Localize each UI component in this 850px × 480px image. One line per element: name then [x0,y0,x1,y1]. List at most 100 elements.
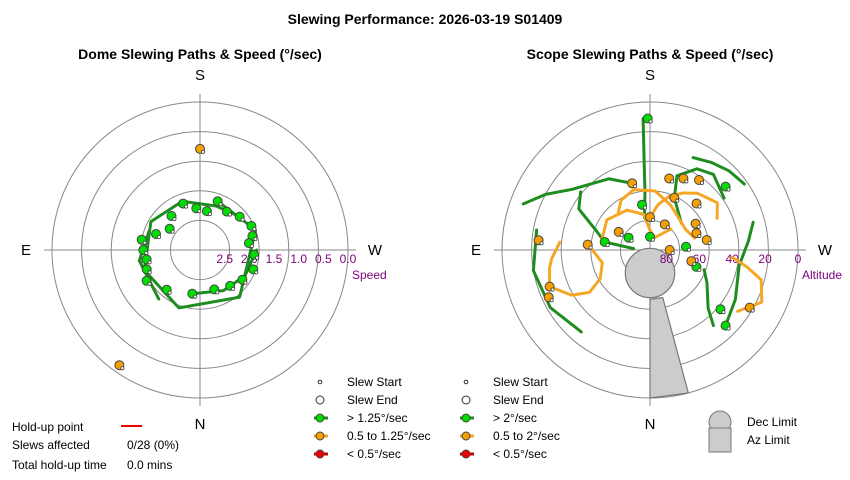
scope-slew-start-marker [727,188,730,191]
slews-affected-label: Slews affected [12,438,90,452]
dome-slew-start-marker [241,218,244,221]
dome-radial-tick-label: 2.5 [216,252,233,266]
scope-slew-start-marker [722,311,725,314]
scope-legend-slow-marker [462,450,470,458]
scope-slew-start-marker [651,219,654,222]
dome-slew-start-marker [121,367,124,370]
scope-slew-start-marker [540,242,543,245]
scope-slew-start-marker [651,238,654,241]
scope-slew-path [550,242,560,287]
scope-label-west: W [818,242,833,259]
scope-slew-start-marker [697,225,700,228]
figure-title: Slewing Performance: 2026-03-19 S01409 [288,11,563,27]
scope-radial-tick-label: 20 [758,252,772,266]
dome-legend: Slew Start Slew End > 1.25°/sec 0.5 to 1.25… [314,375,431,461]
dome-legend-medium-marker [316,432,324,440]
dome-radial-axis-label: Speed [352,268,387,282]
scope-radial-axis-label: Altitude [802,268,842,282]
dome-legend-slow-marker [316,450,324,458]
total-hold-up-value: 0.0 mins [127,458,172,472]
scope-legend-fast-marker [462,414,470,422]
dome-legend-start-symbol [318,380,322,384]
hold-up-summary: Hold-up point Slews affected 0/28 (0%) T… [12,420,179,472]
dome-slew-start-marker [228,213,231,216]
scope-legend-label: Slew End [493,393,544,407]
slews-affected-value: 0/28 (0%) [127,438,179,452]
dome-slew-start-marker [168,291,171,294]
dome-label-south: S [195,67,205,84]
dome-radial-tick-label: 0.5 [315,252,332,266]
hold-up-point-label: Hold-up point [12,420,84,434]
scope-chart-title: Scope Slewing Paths & Speed (°/sec) [527,46,774,62]
az-limit-region [650,298,688,398]
dome-slew-start-marker [173,217,176,220]
dome-polar-chart: Dome Slewing Paths & Speed (°/sec) S N E… [21,46,387,433]
dome-slew-start-marker [148,271,151,274]
dome-slew-start-marker [254,237,257,240]
dome-radial-tick-label: 0.0 [340,252,357,266]
dome-slew-start-marker [198,210,201,213]
scope-legend-end-symbol [462,396,470,404]
dome-legend-fast-marker [316,414,324,422]
dome-slew-start-marker [201,150,204,153]
dome-slew-start-marker [148,261,151,264]
scope-slew-start-marker [630,239,633,242]
scope-slew-start-marker [643,206,646,209]
scope-slew-path [523,179,632,204]
dome-legend-end-symbol [316,396,324,404]
dome-legend-label: Slew Start [347,375,402,389]
dome-radial-tick-label: 1.5 [266,252,283,266]
dome-label-east: E [21,242,31,259]
scope-slew-start-marker [589,246,592,249]
scope-legend-label: Az Limit [747,433,790,447]
dome-slew-start-marker [250,245,253,248]
scope-legend-label: Slew Start [493,375,548,389]
dome-legend-label: > 1.25°/sec [347,411,408,425]
scope-slew-start-marker [620,233,623,236]
scope-slew-start-marker [671,180,674,183]
dome-label-north: N [195,416,206,433]
scope-legend-label: < 0.5°/sec [493,447,547,461]
dome-chart-title: Dome Slewing Paths & Speed (°/sec) [78,46,322,62]
scope-legend-az-limit-symbol [709,428,731,452]
scope-slew-start-marker [606,243,609,246]
dome-legend-label: < 0.5°/sec [347,447,401,461]
dome-radial-tick-label: 1.0 [290,252,307,266]
scope-slew-start-marker [708,241,711,244]
scope-legend-medium-marker [462,432,470,440]
dome-grid [44,94,356,406]
scope-slew-start-marker [700,181,703,184]
dome-legend-label: 0.5 to 1.25°/sec [347,429,431,443]
scope-slew-start-marker [727,327,730,330]
scope-label-north: N [645,416,656,433]
dome-slew-start-marker [145,251,148,254]
scope-slew-start-marker [698,235,701,238]
scope-radial-ticks: 80 60 40 20 0 [660,252,802,266]
total-hold-up-label: Total hold-up time [12,458,107,472]
dome-slew-start-marker [253,227,256,230]
dome-slew-start-marker [216,291,219,294]
dome-slew-start-marker [219,203,222,206]
dome-slew-start-marker [171,230,174,233]
scope-slew-start-marker [685,180,688,183]
scope-slew-start-marker [649,120,652,123]
dome-slew-start-marker [255,271,258,274]
scope-legend-start-symbol [464,380,468,384]
scope-legend: Slew Start Slew End > 2°/sec 0.5 to 2°/sec <… [460,375,798,461]
scope-legend-label: Dec Limit [747,415,798,429]
scope-radial-tick-label: 0 [795,252,802,266]
scope-slew-start-marker [698,205,701,208]
scope-slew-start-marker [676,199,679,202]
scope-legend-label: 0.5 to 2°/sec [493,429,560,443]
dome-slew-start-marker [244,281,247,284]
scope-slew-start-marker [751,309,754,312]
dome-label-west: W [368,242,383,259]
dome-slew-start-marker [194,295,197,298]
dome-slew-start-marker [185,205,188,208]
dome-slew-start-marker [143,241,146,244]
scope-slew-path [618,190,694,239]
dome-slew-markers [115,144,259,369]
dome-slew-start-marker [232,287,235,290]
scope-slew-start-marker [698,268,701,271]
scope-slew-start-marker [634,185,637,188]
